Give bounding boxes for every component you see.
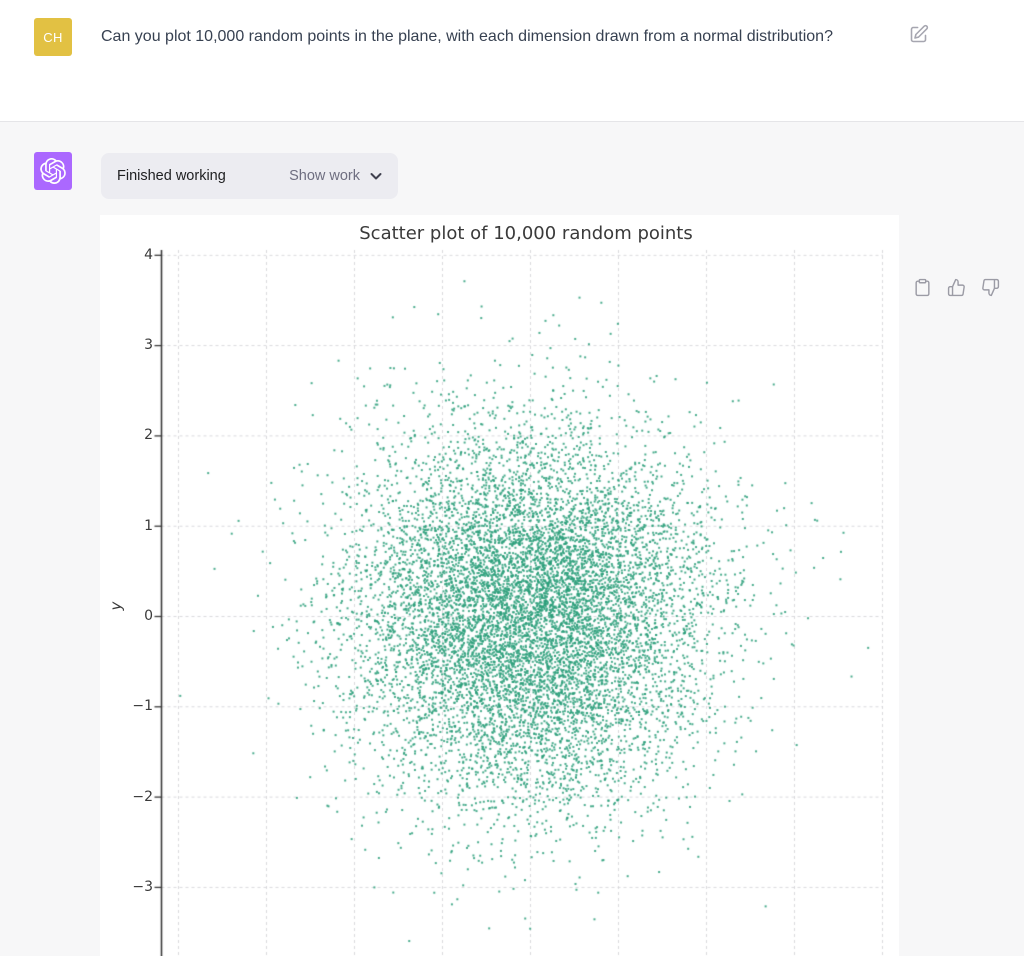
y-tick-label: 4	[144, 246, 153, 263]
y-tick-label: −2	[132, 788, 153, 805]
scatter-plot-figure: Scatter plot of 10,000 random points y 4…	[100, 215, 899, 956]
assistant-avatar	[34, 152, 72, 190]
user-avatar-initials: CH	[43, 29, 63, 45]
message-actions	[913, 278, 1000, 297]
scatter-plot-canvas	[100, 215, 899, 956]
show-work-group: Show work	[289, 168, 384, 184]
thumbs-down-icon	[981, 278, 1000, 297]
copy-icon	[913, 278, 932, 297]
thumbs-up-button[interactable]	[947, 278, 966, 297]
thumbs-down-button[interactable]	[981, 278, 1000, 297]
chart-title: Scatter plot of 10,000 random points	[359, 223, 693, 244]
thumbs-up-icon	[947, 278, 966, 297]
y-tick-label: 0	[144, 608, 153, 624]
user-message-text: Can you plot 10,000 random points in the…	[101, 28, 833, 45]
user-message-row: CH Can you plot 10,000 random points in …	[0, 0, 1024, 122]
user-avatar: CH	[34, 18, 72, 56]
y-tick-label: 1	[144, 517, 153, 534]
edit-pencil-icon	[908, 24, 932, 45]
y-tick-label: −1	[132, 698, 153, 715]
y-tick-label: 3	[144, 337, 153, 354]
chevron-down-icon	[368, 168, 384, 184]
show-work-toggle[interactable]: Finished working Show work	[101, 153, 398, 199]
assistant-message-row: Finished working Show work	[0, 122, 1024, 956]
edit-message-button[interactable]	[908, 22, 932, 46]
y-tick-label: −3	[132, 878, 153, 895]
copy-button[interactable]	[913, 278, 932, 297]
y-tick-label: 2	[144, 427, 153, 444]
status-text: Finished working	[117, 168, 226, 184]
openai-logo-icon	[40, 158, 66, 184]
show-work-label: Show work	[289, 168, 360, 184]
